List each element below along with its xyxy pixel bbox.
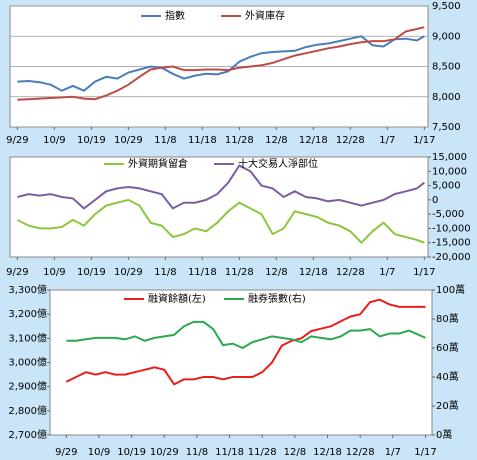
y2-tick-label: 20萬 xyxy=(436,399,459,412)
series-line xyxy=(17,35,425,92)
x-tick-label: 10/29 xyxy=(114,267,143,278)
x-tick-label: 9/29 xyxy=(6,135,28,146)
x-tick-label: 1/7 xyxy=(379,267,395,278)
x-tick-label: 10/9 xyxy=(88,447,110,458)
x-tick-label: 12/28 xyxy=(346,447,375,458)
y-tick-label: 0 xyxy=(432,195,438,206)
x-tick-label: 12/28 xyxy=(336,135,365,146)
y2-tick-label: 100萬 xyxy=(436,283,465,296)
y-tick-label: 7,500 xyxy=(432,122,461,133)
y-tick-label: -15,000 xyxy=(432,238,471,249)
legend-label: 融券張數(右) xyxy=(248,292,306,305)
x-tick-label: 11/18 xyxy=(188,135,217,146)
x-tick-label: 9/29 xyxy=(6,267,28,278)
x-tick-label: 1/7 xyxy=(379,135,395,146)
x-tick-label: 11/28 xyxy=(248,447,277,458)
x-tick-label: 9/29 xyxy=(55,447,77,458)
series-line xyxy=(17,26,425,101)
x-tick-label: 11/18 xyxy=(188,267,217,278)
x-tick-label: 11/18 xyxy=(215,447,244,458)
x-tick-label: 10/19 xyxy=(77,267,106,278)
x-tick-label: 1/17 xyxy=(413,135,435,146)
legend-label: 外資期貨留倉 xyxy=(128,157,188,170)
plot-area xyxy=(9,156,429,258)
x-tick-label: 12/18 xyxy=(299,267,328,278)
x-tick-label: 10/29 xyxy=(150,447,179,458)
y-tick-label: 3,200億 xyxy=(8,307,47,320)
x-tick-label: 12/18 xyxy=(313,447,342,458)
y-tick-label: 2,900億 xyxy=(8,380,47,393)
legend-label: 十大交易人淨部位 xyxy=(238,157,318,170)
x-tick-label: 11/8 xyxy=(154,267,176,278)
y-tick-label: 9,500 xyxy=(432,1,461,12)
x-tick-label: 12/18 xyxy=(299,135,328,146)
y2-tick-label: 0萬 xyxy=(436,428,452,441)
x-tick-label: 11/28 xyxy=(225,267,254,278)
x-tick-label: 10/9 xyxy=(43,135,65,146)
x-tick-label: 12/8 xyxy=(265,135,287,146)
y-tick-label: -5,000 xyxy=(432,209,464,220)
y-tick-label: 8,500 xyxy=(432,62,461,73)
legend-label: 指數 xyxy=(165,9,185,22)
x-tick-label: 10/9 xyxy=(43,267,65,278)
x-tick-label: 12/8 xyxy=(265,267,287,278)
y-tick-label: -10,000 xyxy=(432,223,471,234)
series-line xyxy=(17,164,425,210)
x-tick-label: 10/19 xyxy=(117,447,146,458)
y-tick-label: 10,000 xyxy=(432,166,467,177)
y-tick-label: 2,800億 xyxy=(8,404,47,417)
x-tick-label: 11/8 xyxy=(186,447,208,458)
y-tick-label: 3,100億 xyxy=(8,331,47,344)
x-tick-label: 1/17 xyxy=(413,267,435,278)
y-tick-label: 3,300億 xyxy=(8,283,47,296)
y2-tick-label: 80萬 xyxy=(436,312,459,325)
y-tick-label: 15,000 xyxy=(432,152,467,163)
legend-label: 外資庫存 xyxy=(245,9,285,22)
legend-label: 融資餘額(左) xyxy=(148,292,206,305)
y2-tick-label: 40萬 xyxy=(436,370,459,383)
y2-tick-label: 60萬 xyxy=(436,341,459,354)
x-tick-label: 10/19 xyxy=(77,135,106,146)
y-tick-label: 5,000 xyxy=(432,181,461,192)
y-tick-label: 8,000 xyxy=(432,92,461,103)
y-tick-label: -20,000 xyxy=(432,252,471,263)
x-tick-label: 12/28 xyxy=(336,267,365,278)
y-tick-label: 9,000 xyxy=(432,31,461,42)
x-tick-label: 10/29 xyxy=(114,135,143,146)
x-tick-label: 1/7 xyxy=(385,447,401,458)
series-line xyxy=(65,298,426,386)
series-line xyxy=(66,320,426,350)
y-tick-label: 2,700億 xyxy=(8,428,47,441)
x-tick-label: 12/8 xyxy=(284,447,306,458)
x-tick-label: 11/8 xyxy=(154,135,176,146)
x-tick-label: 11/28 xyxy=(225,135,254,146)
x-tick-label: 1/17 xyxy=(414,447,436,458)
plot-area xyxy=(49,289,433,436)
series-line xyxy=(16,198,425,245)
y-tick-label: 3,000億 xyxy=(8,356,47,369)
